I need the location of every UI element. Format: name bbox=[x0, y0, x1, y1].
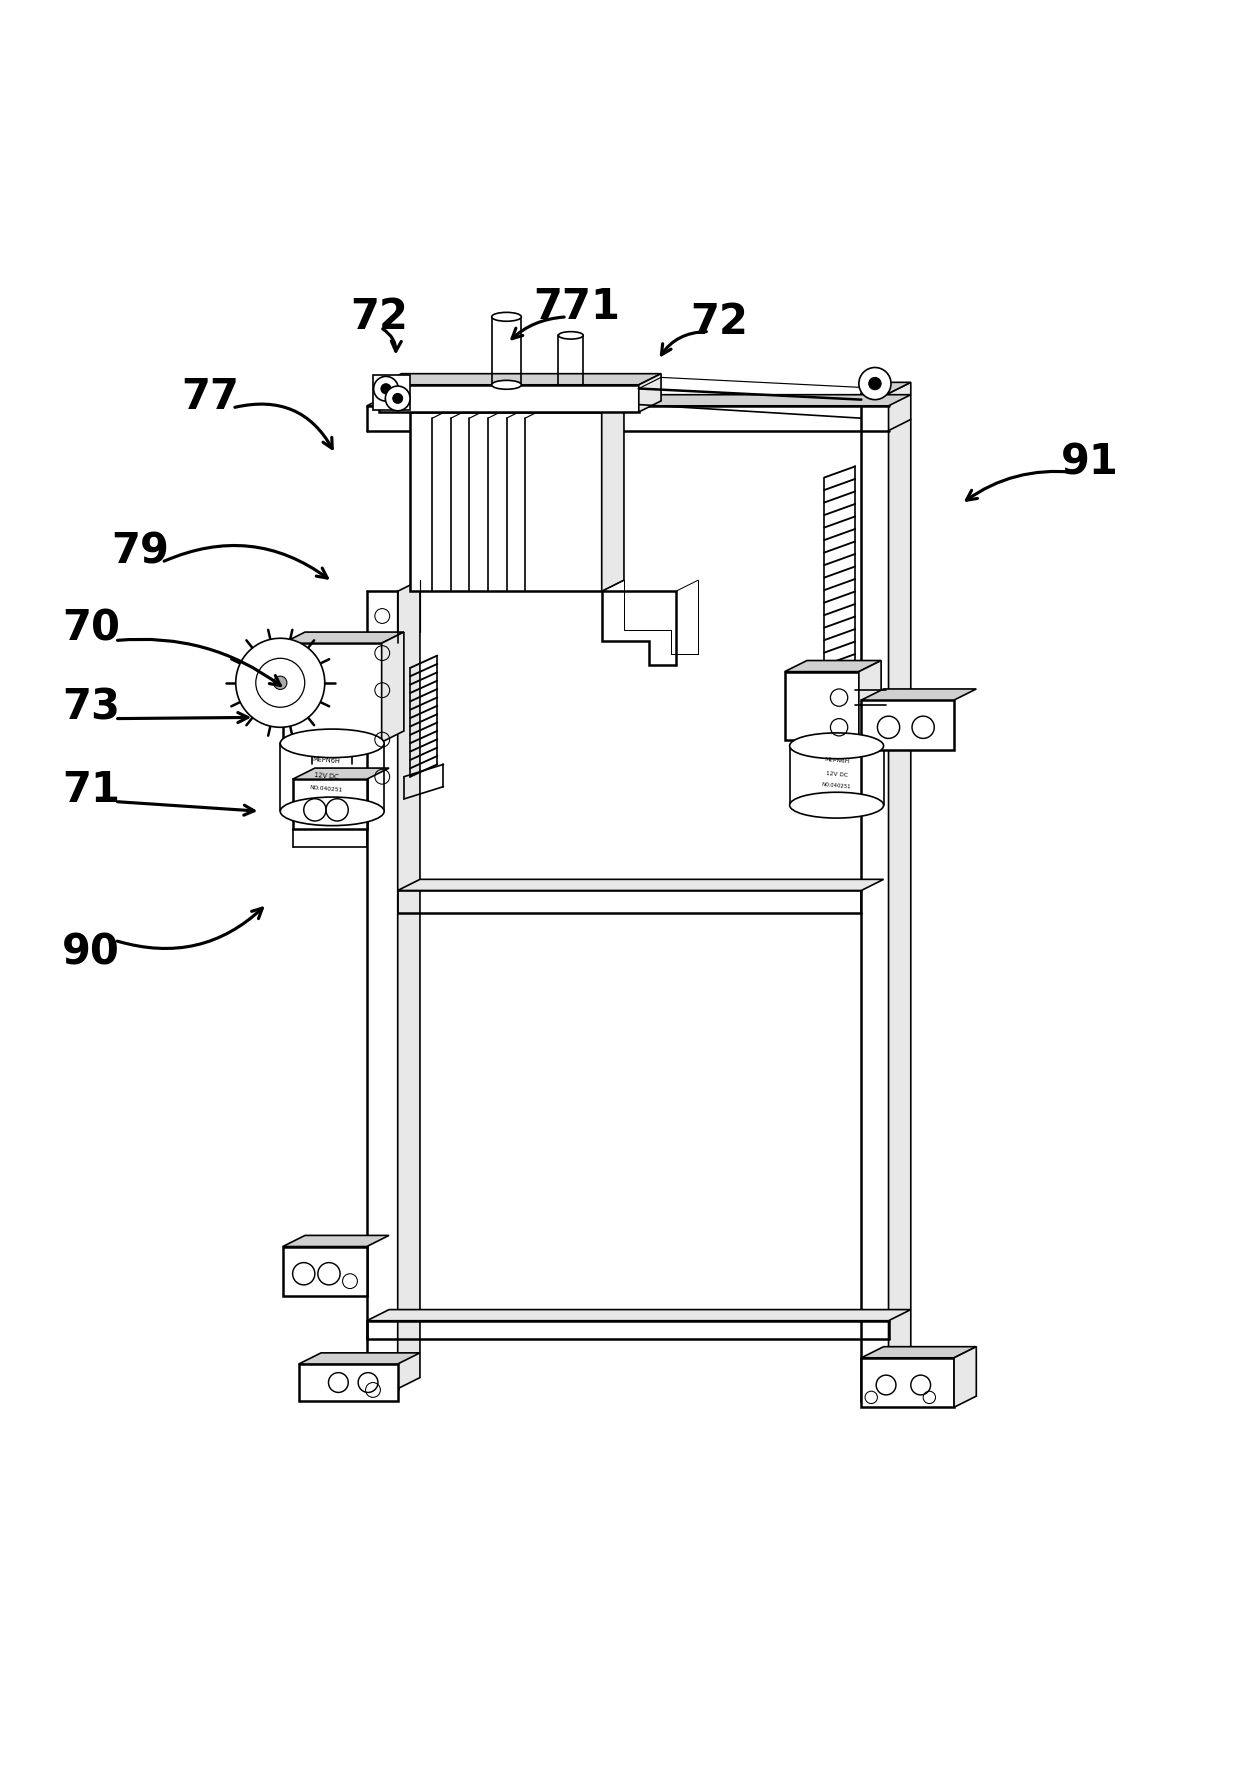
Circle shape bbox=[255, 659, 305, 707]
Polygon shape bbox=[379, 385, 639, 412]
Polygon shape bbox=[373, 375, 410, 410]
Polygon shape bbox=[410, 401, 624, 412]
Polygon shape bbox=[299, 1353, 420, 1364]
FancyArrowPatch shape bbox=[118, 908, 262, 948]
Polygon shape bbox=[861, 1359, 954, 1407]
Polygon shape bbox=[367, 1309, 910, 1321]
Text: 79: 79 bbox=[112, 531, 170, 572]
FancyArrowPatch shape bbox=[383, 329, 402, 352]
Text: 12V DC: 12V DC bbox=[825, 771, 847, 778]
Text: 12V DC: 12V DC bbox=[314, 771, 339, 780]
FancyArrowPatch shape bbox=[234, 405, 332, 449]
Polygon shape bbox=[861, 700, 954, 749]
FancyArrowPatch shape bbox=[661, 332, 706, 355]
Ellipse shape bbox=[558, 332, 583, 339]
FancyArrowPatch shape bbox=[512, 318, 564, 339]
Text: 91: 91 bbox=[1060, 442, 1118, 483]
Polygon shape bbox=[283, 1236, 389, 1247]
Polygon shape bbox=[861, 1346, 976, 1359]
Polygon shape bbox=[283, 632, 404, 643]
Ellipse shape bbox=[491, 313, 521, 321]
Text: NO.040251: NO.040251 bbox=[309, 785, 342, 794]
Text: 72: 72 bbox=[350, 297, 408, 337]
Polygon shape bbox=[861, 689, 976, 700]
Text: MEPN6H: MEPN6H bbox=[823, 757, 849, 765]
Circle shape bbox=[373, 377, 398, 401]
Ellipse shape bbox=[280, 797, 384, 826]
Text: 90: 90 bbox=[62, 931, 120, 973]
Polygon shape bbox=[410, 412, 601, 591]
Polygon shape bbox=[398, 581, 420, 1389]
FancyArrowPatch shape bbox=[118, 639, 280, 686]
Polygon shape bbox=[888, 382, 910, 1401]
Polygon shape bbox=[379, 373, 661, 385]
FancyArrowPatch shape bbox=[118, 801, 254, 815]
Text: 71: 71 bbox=[62, 769, 120, 812]
Polygon shape bbox=[785, 661, 880, 671]
Polygon shape bbox=[398, 879, 883, 890]
Ellipse shape bbox=[491, 380, 521, 389]
Text: MEPN6H: MEPN6H bbox=[311, 757, 340, 765]
Circle shape bbox=[858, 368, 890, 400]
FancyArrowPatch shape bbox=[118, 712, 248, 723]
Polygon shape bbox=[601, 401, 624, 591]
Text: 77: 77 bbox=[181, 377, 238, 417]
Text: 73: 73 bbox=[62, 687, 120, 728]
Ellipse shape bbox=[790, 792, 883, 819]
Polygon shape bbox=[861, 382, 910, 394]
Polygon shape bbox=[299, 1364, 398, 1401]
Ellipse shape bbox=[280, 730, 384, 758]
Polygon shape bbox=[601, 591, 676, 666]
Polygon shape bbox=[785, 671, 858, 739]
Text: 72: 72 bbox=[689, 300, 748, 343]
Polygon shape bbox=[283, 643, 382, 742]
Ellipse shape bbox=[790, 733, 883, 758]
Text: 771: 771 bbox=[533, 286, 620, 329]
Circle shape bbox=[236, 638, 325, 728]
Polygon shape bbox=[293, 780, 367, 829]
Circle shape bbox=[393, 394, 403, 403]
Polygon shape bbox=[367, 394, 910, 407]
Polygon shape bbox=[293, 767, 389, 780]
Polygon shape bbox=[639, 373, 661, 412]
FancyArrowPatch shape bbox=[966, 471, 1073, 501]
Circle shape bbox=[381, 384, 391, 394]
Text: NO.040251: NO.040251 bbox=[821, 781, 851, 790]
FancyArrowPatch shape bbox=[164, 545, 327, 577]
Circle shape bbox=[386, 385, 410, 410]
Polygon shape bbox=[954, 1346, 976, 1407]
Polygon shape bbox=[382, 632, 404, 742]
Text: 70: 70 bbox=[62, 607, 120, 650]
Circle shape bbox=[274, 677, 286, 689]
Polygon shape bbox=[283, 1247, 367, 1296]
Polygon shape bbox=[858, 661, 880, 739]
Circle shape bbox=[868, 377, 880, 389]
